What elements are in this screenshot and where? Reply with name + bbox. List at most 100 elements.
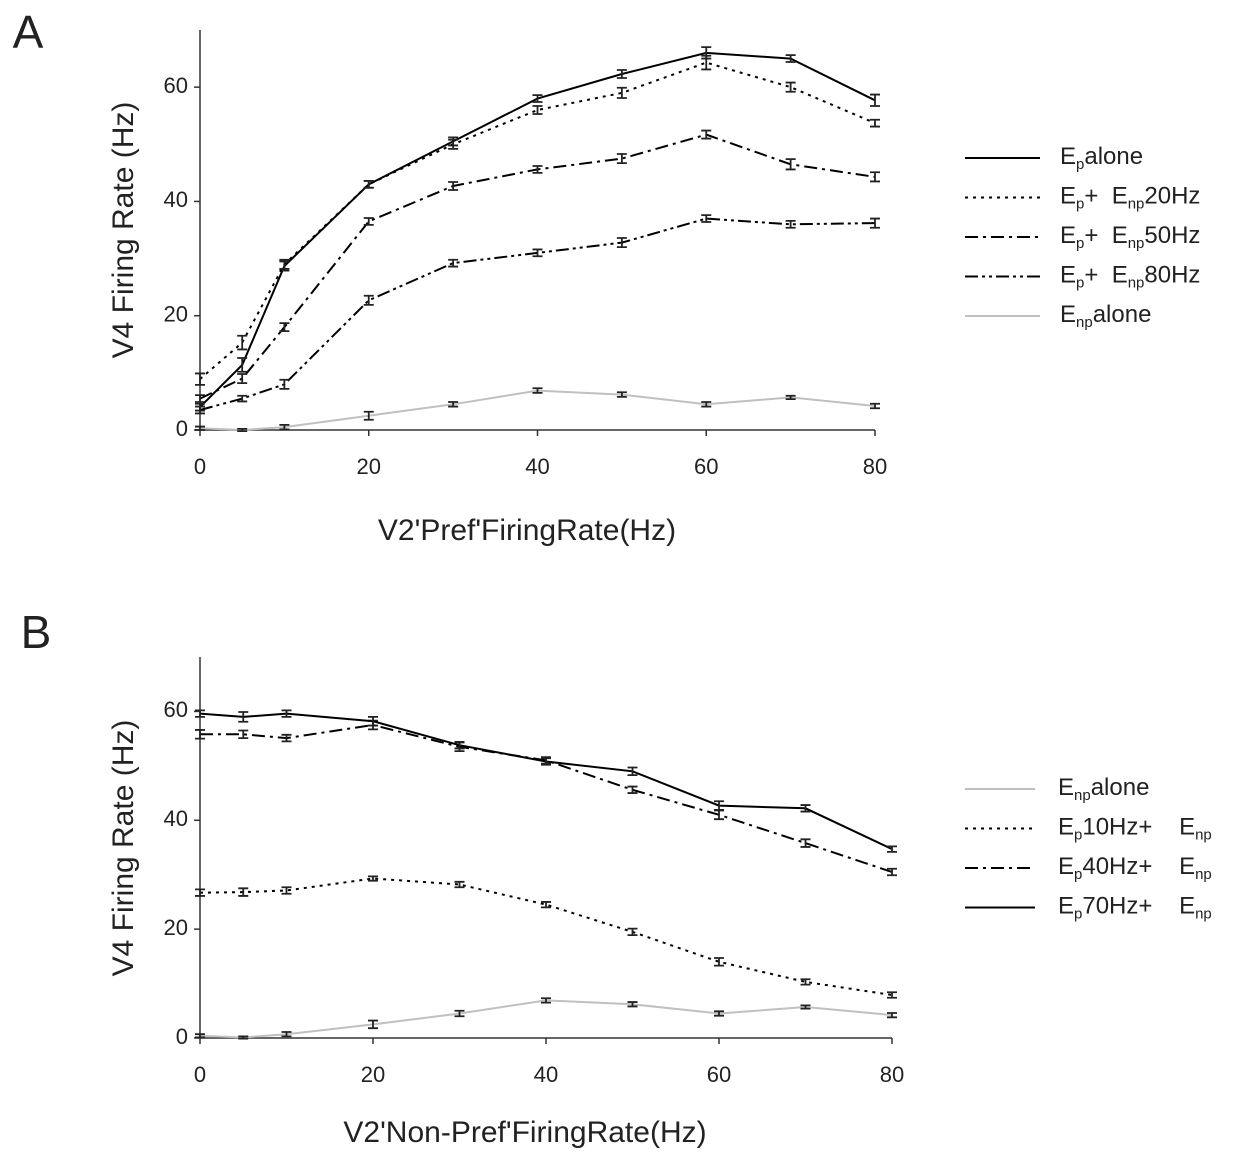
legend-label: Enpalone xyxy=(1058,774,1149,804)
legend-text: + E xyxy=(1084,222,1127,249)
error-bar xyxy=(541,757,551,766)
error-bar xyxy=(785,219,796,229)
legend-subscript: p xyxy=(1076,195,1084,212)
x-tick-label: 60 xyxy=(707,1062,731,1087)
legend-label: Epalone xyxy=(1060,143,1143,173)
error-bar xyxy=(238,887,249,897)
legend-subscript: p xyxy=(1076,235,1084,252)
error-bar xyxy=(363,410,374,421)
error-bar xyxy=(532,248,543,258)
error-bar xyxy=(714,800,724,811)
error-bar xyxy=(627,766,638,777)
error-bar xyxy=(785,158,796,171)
x-tick-label: 20 xyxy=(357,454,381,479)
error-bar xyxy=(195,394,205,403)
error-bar xyxy=(237,334,248,351)
legend-text: E xyxy=(1058,893,1074,920)
error-bar xyxy=(532,94,543,103)
legend-text: + E xyxy=(1084,183,1127,210)
y-tick-label: 0 xyxy=(176,1024,188,1049)
series-line xyxy=(199,712,893,851)
error-bar xyxy=(616,237,627,249)
error-bar xyxy=(195,709,205,718)
y-tick-label: 20 xyxy=(164,302,188,327)
legend-label: Ep+ Enp80Hz xyxy=(1060,262,1200,292)
legend-text: 70Hz+ E xyxy=(1082,893,1195,920)
error-bar xyxy=(627,785,638,794)
error-bar xyxy=(448,138,459,150)
x-tick-label: 0 xyxy=(194,1062,206,1087)
error-bar xyxy=(363,179,374,189)
y-tick-label: 60 xyxy=(164,697,188,722)
error-bar xyxy=(532,165,543,174)
legend-subscript: np xyxy=(1074,787,1091,804)
legend-subscript: p xyxy=(1076,156,1084,173)
error-bar xyxy=(454,741,465,750)
x-tick-label: 80 xyxy=(880,1062,904,1087)
series-line xyxy=(199,217,876,411)
x-tick-label: 40 xyxy=(525,454,549,479)
series-line xyxy=(199,999,893,1039)
error-bar xyxy=(701,129,712,140)
error-bar xyxy=(532,105,543,115)
legend-subscript: np xyxy=(1128,195,1145,212)
error-bar xyxy=(195,425,205,431)
error-bar xyxy=(237,357,248,373)
error-bar xyxy=(714,957,724,967)
error-bar xyxy=(616,153,627,165)
x-tick-label: 40 xyxy=(534,1062,558,1087)
series-line xyxy=(200,723,893,873)
legend-text: E xyxy=(1060,262,1076,289)
legend-subscript: p xyxy=(1074,866,1082,883)
error-bar xyxy=(195,405,205,415)
error-bar xyxy=(541,901,551,909)
series-line xyxy=(199,877,893,996)
error-bar xyxy=(627,927,638,937)
legend-text: 10Hz+ E xyxy=(1082,814,1195,841)
error-bar xyxy=(887,845,897,853)
error-bar xyxy=(870,171,880,183)
error-bar xyxy=(279,378,290,390)
legend-text: alone xyxy=(1091,774,1150,801)
error-bar xyxy=(195,729,205,740)
error-bar xyxy=(616,391,627,398)
error-bar xyxy=(279,423,290,431)
error-bar xyxy=(238,1035,249,1040)
legend-text: E xyxy=(1060,222,1076,249)
error-bar xyxy=(363,217,374,226)
panel-label: A xyxy=(13,6,44,58)
x-tick-label: 20 xyxy=(361,1062,385,1087)
y-axis-title: V4 Firing Rate (Hz) xyxy=(107,720,140,977)
error-bar xyxy=(714,1010,724,1017)
legend-subscript: np xyxy=(1128,235,1145,252)
error-bar xyxy=(448,258,459,268)
legend-text: + E xyxy=(1084,262,1127,289)
error-bar xyxy=(454,1009,465,1018)
error-bar xyxy=(195,888,205,897)
error-bar xyxy=(454,880,465,889)
series-line xyxy=(199,133,876,400)
y-tick-label: 20 xyxy=(164,915,188,940)
legend-text: alone xyxy=(1084,143,1143,170)
error-bar xyxy=(532,387,543,394)
error-bar xyxy=(870,93,880,107)
panel-label: B xyxy=(21,606,52,658)
legend-subscript: np xyxy=(1128,274,1145,291)
error-bar xyxy=(800,804,811,813)
y-axis-title: V4 Firing Rate (Hz) xyxy=(107,102,140,359)
legend-text: 80Hz xyxy=(1144,262,1200,289)
legend-text: E xyxy=(1060,143,1076,170)
legend-subscript: np xyxy=(1076,314,1093,331)
legend-subscript: np xyxy=(1195,905,1212,922)
error-bar xyxy=(887,867,897,877)
legend-label: Ep70Hz+ Enp xyxy=(1058,893,1212,923)
y-tick-label: 60 xyxy=(164,73,188,98)
x-tick-label: 0 xyxy=(194,454,206,479)
legend-text: alone xyxy=(1093,301,1152,328)
legend-text: E xyxy=(1058,814,1074,841)
series-line xyxy=(199,51,876,408)
x-axis-title: V2'Non-Pref'FiringRate(Hz) xyxy=(343,1116,706,1149)
error-bar xyxy=(800,978,811,986)
error-bar xyxy=(714,809,724,821)
legend-text: 50Hz xyxy=(1144,222,1200,249)
